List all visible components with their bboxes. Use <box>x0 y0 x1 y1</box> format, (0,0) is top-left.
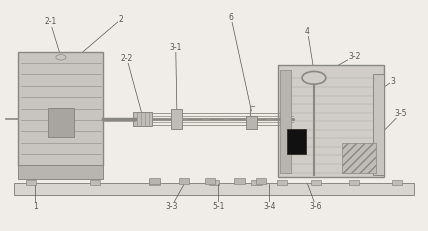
Text: 1: 1 <box>33 202 38 211</box>
Bar <box>246 116 256 129</box>
Text: 6: 6 <box>229 13 233 22</box>
Bar <box>235 178 245 184</box>
Bar <box>251 180 262 185</box>
Text: 3-1: 3-1 <box>169 43 182 52</box>
Bar <box>179 178 189 184</box>
Bar <box>209 180 219 185</box>
Bar <box>392 180 402 185</box>
Text: 3-4: 3-4 <box>263 202 276 211</box>
Circle shape <box>303 72 324 84</box>
Bar <box>26 180 36 185</box>
Bar <box>90 180 100 185</box>
Bar <box>172 109 182 129</box>
Text: 3-2: 3-2 <box>348 52 360 61</box>
Bar <box>287 129 306 154</box>
Bar <box>278 65 384 177</box>
Text: 2-1: 2-1 <box>44 17 56 26</box>
Bar <box>48 107 74 137</box>
Text: 2-2: 2-2 <box>121 54 133 63</box>
Bar <box>149 178 160 184</box>
Bar <box>18 52 104 166</box>
Bar <box>256 178 266 184</box>
Text: 2: 2 <box>118 15 123 24</box>
Text: 3-3: 3-3 <box>165 202 178 211</box>
Text: 3-6: 3-6 <box>310 202 322 211</box>
Text: 4: 4 <box>305 27 310 36</box>
Bar <box>18 164 104 179</box>
Bar <box>280 70 291 173</box>
Bar <box>374 74 384 175</box>
Bar <box>205 178 215 184</box>
Bar <box>149 180 160 185</box>
Bar <box>277 180 287 185</box>
Text: 5-1: 5-1 <box>212 202 224 211</box>
Bar <box>349 180 360 185</box>
Bar <box>14 183 414 195</box>
Bar <box>342 143 376 173</box>
Bar <box>311 180 321 185</box>
Text: 3: 3 <box>390 77 395 86</box>
Bar <box>133 112 152 126</box>
Text: 3-5: 3-5 <box>395 109 407 118</box>
